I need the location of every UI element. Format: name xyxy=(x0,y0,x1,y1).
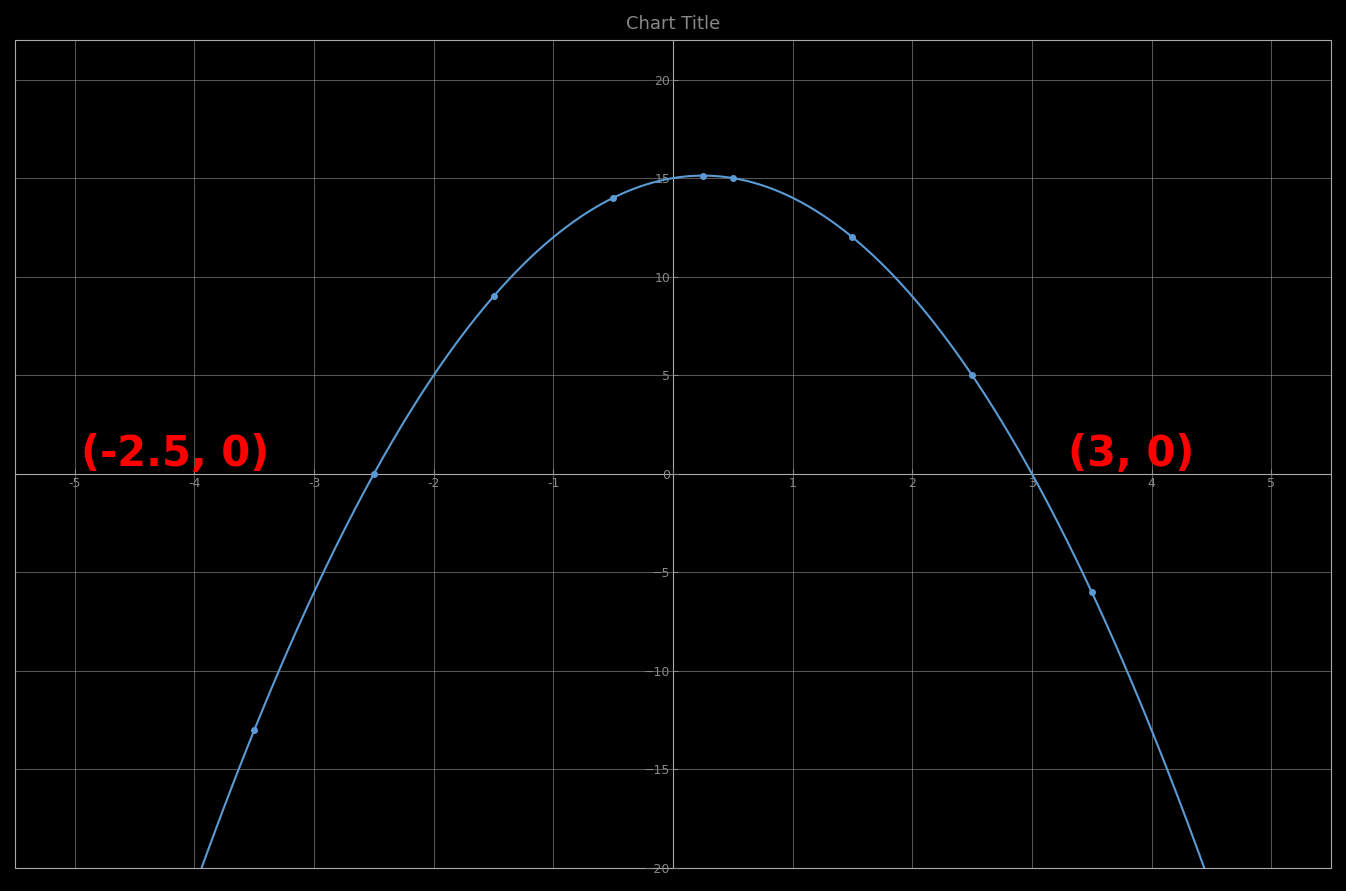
Point xyxy=(603,191,625,205)
Title: Chart Title: Chart Title xyxy=(626,15,720,33)
Point xyxy=(244,723,265,737)
Point xyxy=(1201,880,1222,891)
Text: (-2.5, 0): (-2.5, 0) xyxy=(81,433,269,475)
Bar xyxy=(15,40,1331,868)
Point xyxy=(721,171,743,185)
Point xyxy=(692,168,713,183)
Point xyxy=(961,368,983,382)
Point xyxy=(841,230,863,244)
Point xyxy=(363,467,385,481)
Text: (3, 0): (3, 0) xyxy=(1067,433,1194,475)
Point xyxy=(483,290,505,304)
Point xyxy=(1081,584,1102,599)
